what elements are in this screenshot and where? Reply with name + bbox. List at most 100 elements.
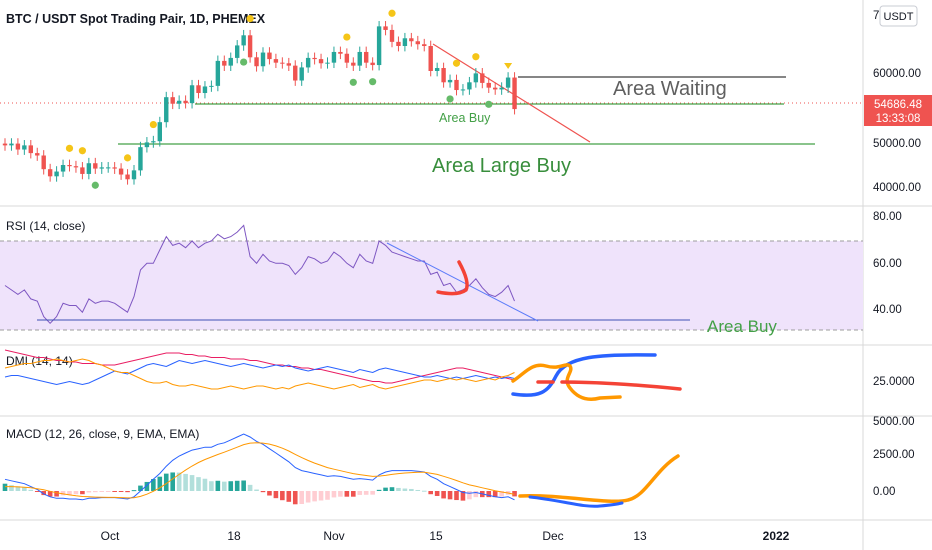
candle-body [9, 143, 14, 146]
macd-histogram-bar [93, 491, 98, 493]
buy-signal-marker [240, 58, 248, 66]
price-axis-column[interactable] [863, 0, 932, 520]
macd-histogram-bar [176, 472, 182, 491]
candle-body [157, 122, 162, 142]
macd-histogram-bar [234, 480, 240, 491]
rsi-pane[interactable]: RSI (14, close) Area Buy 80.00 60.00 40.… [0, 211, 902, 336]
macd-histogram-bar [99, 491, 105, 492]
candle-body [209, 85, 214, 87]
macd-histogram-bar [73, 491, 79, 495]
macd-blue-drawing [528, 495, 624, 508]
time-axis-label: 15 [429, 529, 443, 543]
macd-histogram-bar [215, 480, 221, 491]
time-axis-label: 18 [227, 529, 241, 543]
sell-signal-marker [472, 53, 480, 61]
candle-body [434, 68, 440, 71]
macd-histogram-bar [312, 491, 317, 502]
candle-body [151, 141, 156, 143]
macd-axis-tick: 0.00 [873, 486, 895, 498]
time-axis[interactable]: Oct 18 Nov 15 Dec 13 2022 [101, 529, 790, 543]
candle-body [280, 62, 285, 64]
candle-body [28, 145, 33, 154]
candle-body [493, 87, 498, 90]
rsi-trendline[interactable] [386, 242, 539, 322]
macd-histogram-bar [383, 487, 388, 491]
rsi-band-fill [0, 241, 863, 330]
macd-histogram-bar [183, 473, 188, 491]
macd-histogram-bar [196, 477, 201, 491]
candle-body [454, 79, 459, 91]
macd-histogram-bar [344, 491, 350, 497]
warning-triangle-marker [504, 63, 513, 69]
candle-body [305, 57, 311, 68]
macd-histogram-bar [428, 491, 433, 495]
macd-histogram-bar [105, 491, 111, 492]
candle-body [112, 167, 117, 169]
candle-body [273, 59, 279, 63]
candle-body [138, 147, 143, 171]
macd-title: MACD (12, 26, close, 9, EMA, EMA) [6, 427, 199, 441]
candle-body [54, 171, 59, 177]
buy-signal-marker [91, 181, 99, 189]
macd-histogram-bar [60, 491, 66, 496]
candle-body [22, 145, 27, 150]
macd-histogram-bar [15, 486, 21, 491]
macd-histogram-bar [9, 485, 14, 491]
macd-histogram-bar [318, 491, 324, 501]
macd-histogram-bar [202, 478, 208, 491]
candle-body [144, 142, 150, 148]
candle-body [331, 51, 337, 63]
candle-body [15, 143, 21, 150]
candle-body [344, 53, 350, 63]
candle-body [254, 57, 259, 67]
rsi-axis-tick: 40.00 [873, 304, 902, 316]
candle-body [293, 65, 298, 81]
candle-body [473, 73, 479, 83]
macd-pane[interactable]: MACD (12, 26, close, 9, EMA, EMA) 5000.0… [2, 416, 915, 508]
macd-histogram-bar [415, 489, 421, 491]
macd-histogram-bar [222, 481, 227, 491]
price-pane[interactable]: BTC / USDT Spot Trading Pair, 1D, PHEMEX… [0, 5, 932, 194]
macd-histogram-bar [28, 489, 34, 491]
macd-histogram-bar [370, 491, 375, 495]
candle-body [260, 52, 266, 67]
buy-signal-marker [349, 78, 357, 86]
dmi-pane[interactable]: DMI (14, 14) 25.0000 [4, 349, 915, 401]
candle-body [370, 62, 375, 66]
candle-body [422, 44, 427, 47]
macd-signal-line [5, 442, 515, 499]
price-trendline[interactable] [432, 43, 591, 143]
dmi-red-drawing [536, 380, 682, 391]
macd-histogram-bar [338, 491, 343, 497]
buy-signal-marker [369, 78, 377, 86]
candle-body [228, 57, 233, 66]
candle-body [106, 167, 111, 169]
macd-histogram-bar [54, 491, 59, 497]
candle-body [318, 59, 324, 64]
macd-histogram-bar [138, 485, 143, 491]
macd-histogram-bar [434, 491, 440, 496]
macd-histogram-bar [473, 491, 479, 498]
sell-signal-marker [78, 147, 86, 155]
macd-histogram-bar [189, 475, 195, 491]
macd-histogram-bar [331, 491, 337, 498]
candle-body [60, 165, 66, 172]
buy-signal-marker [485, 100, 493, 108]
candle-body [99, 167, 104, 169]
macd-histogram-bar [292, 491, 298, 505]
macd-histogram-bar [325, 491, 330, 500]
macd-histogram-bar [512, 491, 517, 497]
candle-body [512, 77, 517, 110]
time-axis-label: 2022 [763, 529, 790, 543]
macd-histogram-bar [34, 491, 40, 492]
sell-signal-marker [452, 59, 461, 67]
time-axis-label: Dec [542, 529, 563, 543]
candle-body [164, 97, 169, 123]
area-buy-label: Area Buy [439, 111, 491, 125]
macd-histogram-bar [357, 491, 363, 495]
candle-body [125, 174, 130, 180]
currency-badge[interactable] [879, 5, 918, 27]
macd-histogram-bar [441, 491, 446, 499]
currency-badge-label: USDT [884, 11, 914, 23]
